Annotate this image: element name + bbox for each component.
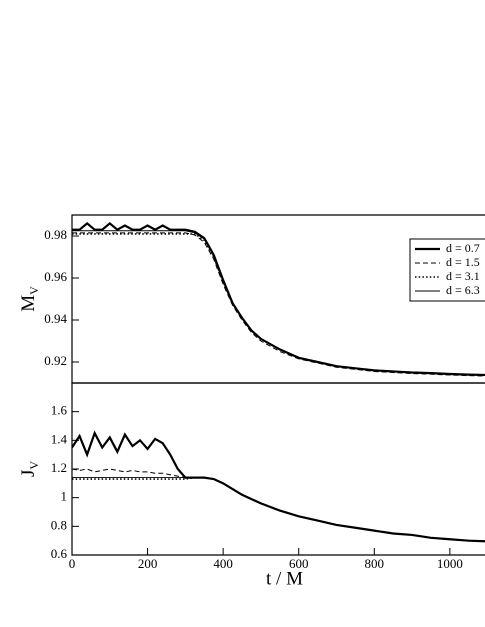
y-tick-label: 0.98	[44, 227, 67, 242]
y-tick-label: 0.92	[44, 353, 67, 368]
data-line	[72, 430, 485, 543]
x-tick-label: 800	[365, 556, 385, 571]
y-tick-label: 1	[61, 489, 68, 504]
x-tick-label: 1000	[437, 556, 463, 571]
data-line	[72, 477, 485, 542]
y-axis-label: JV	[18, 461, 40, 477]
y-axis-label-sub: V	[27, 461, 41, 470]
data-line	[72, 230, 485, 376]
data-line	[72, 468, 485, 542]
legend-label: d = 3.1	[446, 269, 480, 283]
y-axis-label-main: M	[18, 295, 39, 312]
data-line	[72, 232, 485, 377]
y-tick-label: 1.2	[51, 460, 67, 475]
y-axis-label: MV	[18, 286, 40, 312]
y-tick-label: 0.96	[44, 269, 67, 284]
y-axis-label-sub: V	[27, 286, 41, 295]
x-tick-label: 200	[138, 556, 158, 571]
y-tick-label: 1.4	[51, 431, 68, 446]
x-tick-label: 400	[213, 556, 233, 571]
axis-frame	[71, 382, 485, 556]
x-axis-label: t / M	[266, 568, 303, 589]
x-tick-label: 600	[289, 556, 309, 571]
y-tick-label: 1.6	[51, 403, 68, 418]
y-axis-label-main: J	[18, 470, 39, 477]
y-tick-label: 0.6	[51, 546, 68, 561]
legend-label: d = 1.5	[446, 255, 480, 269]
legend-label: d = 6.3	[446, 283, 480, 297]
legend-label: d = 0.7	[446, 241, 480, 255]
y-tick-label: 0.8	[51, 517, 67, 532]
x-tick-label: 0	[69, 556, 76, 571]
y-tick-label: 0.94	[44, 311, 67, 326]
